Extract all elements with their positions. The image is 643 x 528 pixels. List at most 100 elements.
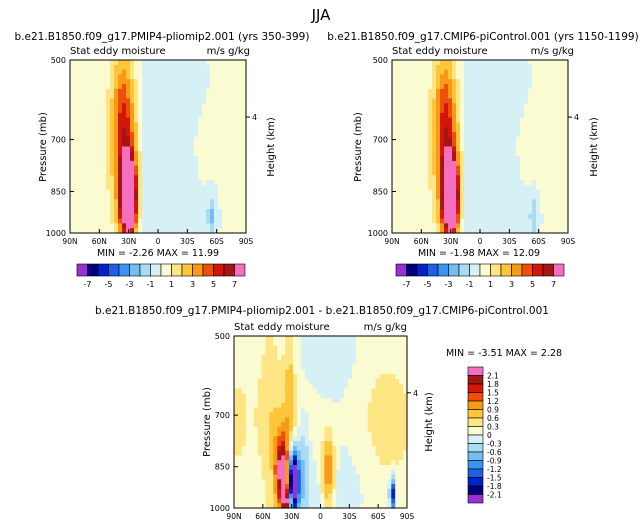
heatmap-cell — [544, 175, 549, 181]
heatmap-cell — [218, 228, 223, 234]
heatmap-cell — [440, 170, 445, 176]
heatmap-cell — [230, 180, 235, 186]
heatmap-cell — [245, 436, 251, 442]
heatmap-cell — [206, 180, 211, 186]
heatmap-cell — [234, 79, 239, 85]
heatmap-cell — [452, 103, 457, 109]
heatmap-cell — [194, 189, 199, 196]
heatmap-cell — [245, 460, 251, 466]
panel-2-right-ticks: 4 — [568, 113, 579, 122]
heatmap-cell — [355, 469, 361, 476]
heatmap-cell — [328, 364, 333, 371]
heatmap-cell — [82, 127, 87, 133]
heatmap-cell — [371, 426, 377, 433]
heatmap-cell — [363, 474, 369, 480]
heatmap-cell — [261, 417, 267, 423]
heatmap-cell — [98, 194, 103, 200]
heatmap-cell — [480, 136, 485, 143]
heatmap-cell — [186, 69, 191, 76]
heatmap-cell — [359, 383, 365, 390]
heatmap-cell — [428, 223, 433, 229]
heatmap-cell — [78, 79, 83, 85]
heatmap-cell — [540, 122, 545, 128]
heatmap-cell — [142, 103, 147, 109]
heatmap-cell — [420, 223, 425, 229]
heatmap-cell — [102, 60, 107, 66]
heatmap-cell — [300, 355, 306, 361]
heatmap-cell — [102, 93, 107, 100]
heatmap-cell — [392, 103, 397, 109]
heatmap-cell — [340, 336, 345, 342]
heatmap-cell — [363, 402, 369, 409]
heatmap-cell — [396, 160, 401, 167]
heatmap-cell — [214, 127, 219, 133]
heatmap-cell — [202, 146, 207, 152]
heatmap-cell — [516, 184, 521, 191]
heatmap-cell — [496, 228, 501, 234]
heatmap-cell — [484, 108, 489, 114]
heatmap-cell — [375, 484, 381, 490]
heatmap-cell — [74, 170, 79, 176]
heatmap-cell — [508, 151, 513, 157]
heatmap-cell — [524, 175, 529, 181]
heatmap-cell — [344, 412, 349, 418]
heatmap-cell — [226, 69, 231, 76]
heatmap-cell — [428, 156, 433, 162]
heatmap-cell — [387, 393, 392, 399]
heatmap-cell — [182, 108, 187, 114]
heatmap-cell — [82, 112, 87, 119]
heatmap-cell — [238, 213, 243, 220]
heatmap-cell — [432, 175, 437, 181]
heatmap-cell — [344, 426, 349, 433]
heatmap-cell — [202, 69, 207, 76]
colorbar-box — [467, 383, 484, 393]
heatmap-cell — [524, 218, 529, 224]
heatmap-cell — [560, 165, 565, 172]
heatmap-cell — [392, 112, 397, 119]
heatmap-cell — [544, 223, 549, 229]
heatmap-cell — [190, 223, 195, 229]
heatmap-cell — [395, 374, 400, 380]
heatmap-cell — [214, 132, 219, 138]
heatmap-cell — [544, 208, 549, 215]
heatmap-cell — [516, 117, 521, 124]
heatmap-cell — [312, 340, 318, 347]
heatmap-cell — [285, 364, 290, 371]
heatmap-cell — [238, 127, 243, 133]
colorbar-label: 1 — [488, 280, 493, 289]
heatmap-cell — [198, 122, 203, 128]
heatmap-cell — [86, 208, 91, 215]
heatmap-cell — [106, 79, 111, 85]
heatmap-cell — [257, 412, 263, 418]
heatmap-cell — [186, 175, 191, 181]
heatmap-cell — [245, 374, 251, 380]
heatmap-cell — [190, 79, 195, 85]
heatmap-cell — [536, 84, 541, 90]
heatmap-cell — [245, 369, 251, 375]
heatmap-cell — [210, 98, 215, 104]
heatmap-cell — [230, 88, 235, 95]
heatmap-cell — [484, 213, 489, 220]
heatmap-cell — [464, 122, 469, 128]
heatmap-cell — [162, 160, 167, 167]
heatmap-cell — [162, 151, 167, 157]
y-tick-label: 850 — [51, 187, 66, 196]
heatmap-cell — [403, 398, 408, 404]
heatmap-cell — [400, 151, 405, 157]
heatmap-cell — [237, 441, 243, 447]
heatmap-cell — [162, 213, 167, 220]
heatmap-cell — [154, 170, 159, 176]
heatmap-cell — [226, 132, 231, 138]
colorbar-box — [458, 263, 470, 277]
heatmap-cell — [556, 127, 561, 133]
heatmap-cell — [138, 69, 143, 76]
heatmap-cell — [564, 69, 569, 76]
heatmap-cell — [226, 223, 231, 229]
heatmap-cell — [320, 402, 326, 409]
heatmap-cell — [178, 108, 183, 114]
heatmap-cell — [261, 498, 267, 504]
heatmap-cell — [556, 151, 561, 157]
heatmap-cell — [440, 60, 445, 66]
heatmap-cell — [536, 112, 541, 119]
heatmap-cell — [130, 141, 135, 148]
